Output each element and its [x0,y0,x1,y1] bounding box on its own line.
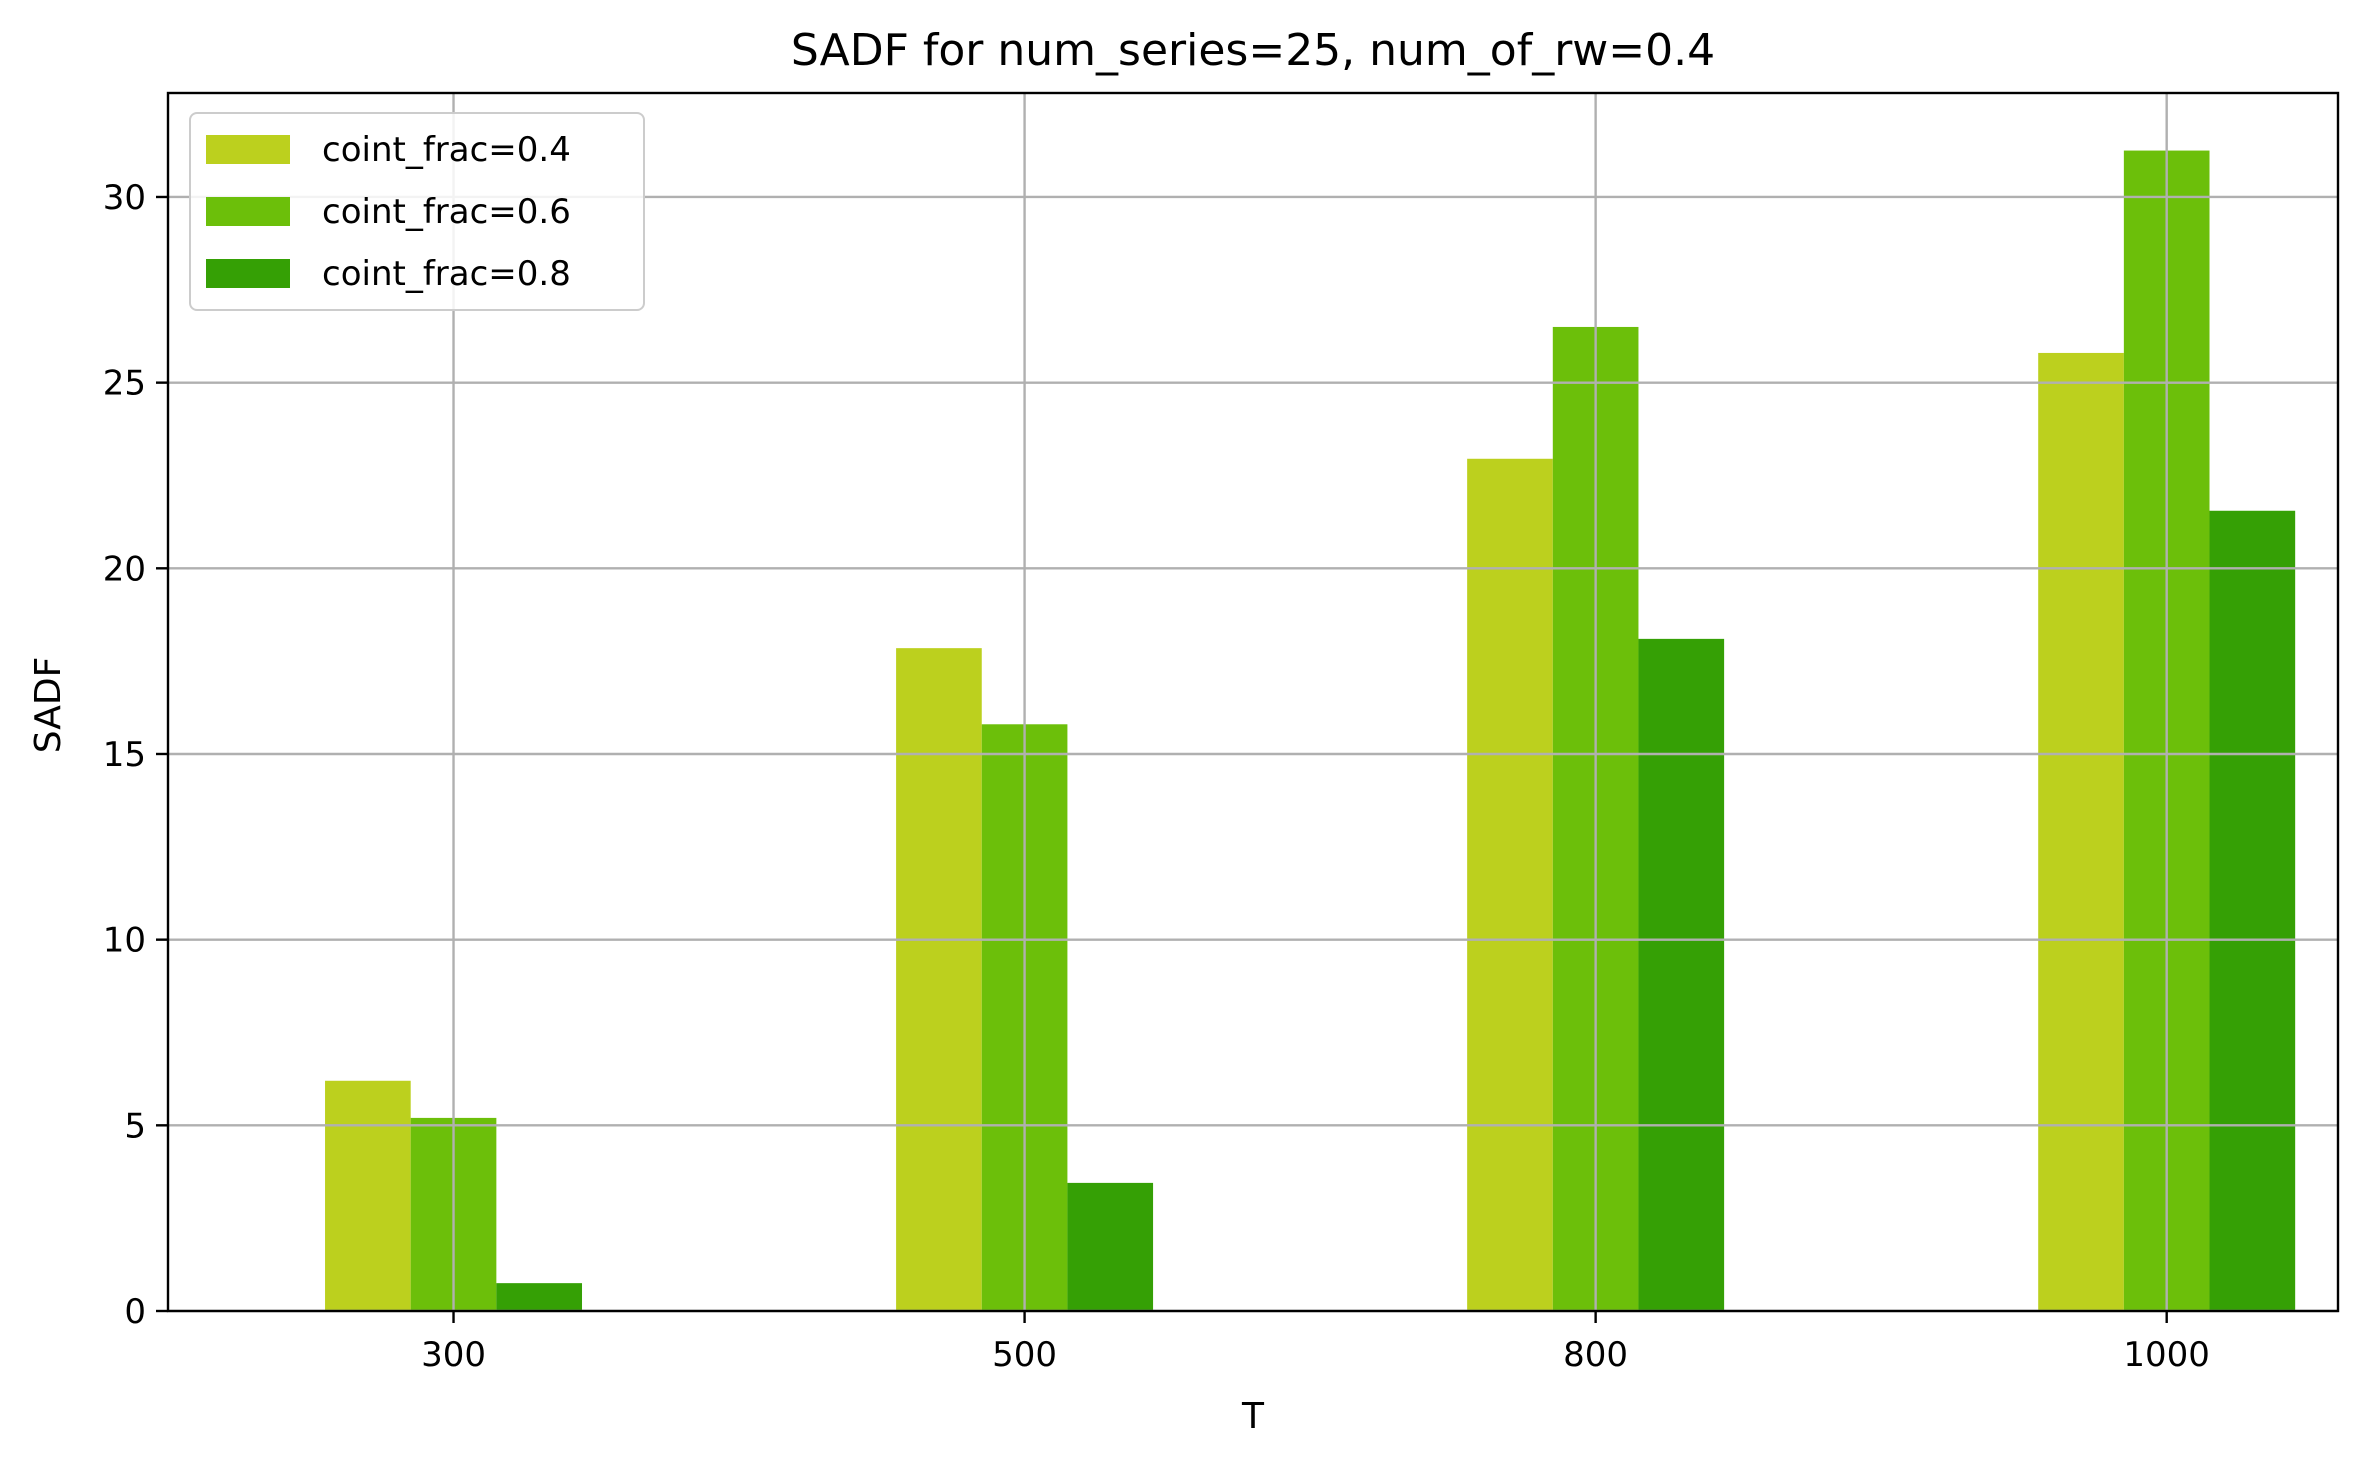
axis-ticks: 0 5 10 15 20 25 30 300 500 800 1000 [103,178,2210,1375]
legend-label: coint_frac=0.4 [322,130,571,170]
bar [1067,1182,1154,1311]
legend-swatch [206,259,290,288]
chart-title: SADF for num_series=25, num_of_rw=0.4 [791,25,1715,76]
y-tick-label: 10 [103,921,146,961]
y-tick-label: 30 [103,178,146,218]
x-tick-label: 300 [421,1335,486,1375]
bar [1467,458,1553,1311]
y-tick-label: 0 [124,1292,146,1332]
y-tick-label: 15 [103,735,146,775]
x-tick-label: 1000 [2123,1335,2210,1375]
bar [2209,510,2296,1311]
plot-frame [166,91,2340,1313]
y-tick-label: 25 [103,364,146,404]
bar [496,1283,583,1311]
bar [1638,638,1725,1311]
y-tick-label: 20 [103,549,146,589]
legend-label: coint_frac=0.6 [322,192,571,232]
bar [2038,352,2124,1311]
legend-swatch [206,135,290,164]
y-tick-label: 5 [124,1106,146,1146]
legend-swatch [206,197,290,226]
x-tick-label: 500 [992,1335,1057,1375]
y-axis-label: SADF [28,657,69,754]
x-axis-label: T [1241,1396,1265,1437]
x-tick-label: 800 [1563,1335,1628,1375]
bar [896,648,982,1311]
legend-label: coint_frac=0.8 [322,254,571,294]
legend: coint_frac=0.4 coint_frac=0.6 coint_frac=0… [189,112,645,311]
bar [325,1080,411,1311]
legend-frame [189,112,645,311]
